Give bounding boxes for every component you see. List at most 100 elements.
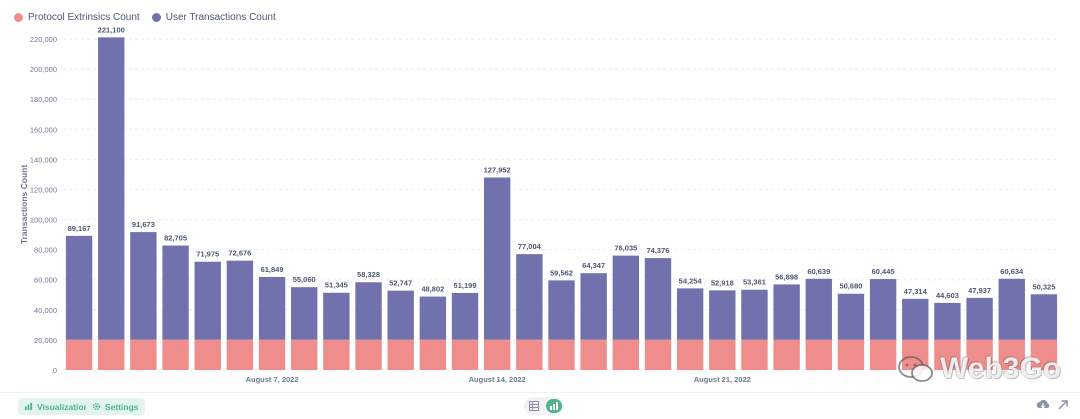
bar-protocol-extrinsics	[65, 339, 93, 370]
bar-total-label: 61,849	[261, 265, 284, 274]
chart-view-toggle[interactable]	[546, 399, 562, 413]
bar-user-transactions	[323, 292, 350, 340]
legend-swatch-user	[151, 13, 161, 22]
y-tick-label: 20,000	[34, 336, 57, 345]
bar-protocol-extrinsics	[966, 339, 993, 370]
bar-total-label: 82,705	[164, 234, 187, 243]
bar-total-label: 51,345	[325, 281, 348, 290]
x-tick-label: August 14, 2022	[469, 375, 526, 384]
stacked-bar-chart: 0 20,000 40,000 60,000 80,000 100,000 120,000 1…	[19, 25, 1060, 384]
bar-total-label: 127,952	[484, 165, 511, 174]
bar-protocol-extrinsics	[194, 339, 221, 370]
footer-toolbar: Visualization Settings	[0, 392, 1080, 419]
bar-protocol-extrinsics	[226, 339, 254, 370]
bar-user-transactions	[1030, 294, 1058, 340]
bar-total-label: 74,376	[647, 246, 670, 255]
bar-user-transactions	[998, 278, 1025, 340]
visualization-label: Visualization	[37, 401, 89, 412]
bar-protocol-extrinsics	[934, 339, 961, 370]
bar-protocol-extrinsics	[258, 339, 286, 370]
bar-total-label: 60,639	[807, 267, 830, 276]
bar-total-label: 91,673	[132, 220, 155, 229]
y-tick-label: 80,000	[34, 246, 57, 255]
y-tick-label: 160,000	[30, 125, 57, 134]
bar-user-transactions	[869, 279, 897, 340]
bar-total-label: 55,060	[293, 275, 316, 284]
bar-total-label: 60,634	[1000, 267, 1024, 276]
y-tick-label: 220,000	[30, 35, 57, 44]
legend-label-protocol: Protocol Extrinsics Count	[28, 12, 140, 23]
legend-label-user: User Transactions Count	[165, 12, 276, 23]
bar-protocol-extrinsics	[387, 339, 414, 370]
bar-protocol-extrinsics	[516, 339, 543, 370]
bar-total-label: 47,937	[968, 286, 991, 295]
bar-total-label: 52,747	[389, 279, 412, 288]
y-axis-label: Transactions Count	[19, 165, 29, 245]
bar-user-transactions	[194, 261, 221, 340]
settings-label: Settings	[105, 401, 139, 412]
bar-user-transactions	[162, 245, 189, 340]
x-tick-label: August 7, 2022	[246, 375, 299, 384]
bar-protocol-extrinsics	[709, 339, 736, 370]
y-tick-label: 60,000	[34, 276, 57, 285]
bar-protocol-extrinsics	[998, 339, 1025, 370]
legend-item-user[interactable]: User Transactions Count	[151, 12, 276, 23]
bar-protocol-extrinsics	[451, 339, 479, 370]
table-view-toggle[interactable]	[526, 399, 542, 413]
bar-total-label: 51,199	[454, 281, 477, 290]
legend-swatch-protocol	[14, 13, 23, 22]
bar-total-label: 221,100	[98, 25, 125, 34]
bar-protocol-extrinsics	[483, 339, 511, 370]
bar-user-transactions	[837, 293, 865, 340]
legend-item-protocol[interactable]: Protocol Extrinsics Count	[14, 12, 140, 23]
bar-total-label: 50,325	[1032, 282, 1055, 291]
bar-user-transactions	[226, 260, 254, 340]
bar-protocol-extrinsics	[869, 339, 897, 370]
bar-protocol-extrinsics	[741, 339, 768, 370]
bar-total-label: 44,603	[936, 291, 959, 300]
bar-total-label: 64,347	[582, 261, 605, 270]
y-tick-label: 40,000	[34, 306, 57, 315]
bar-total-label: 53,361	[743, 278, 766, 287]
bar-protocol-extrinsics	[676, 339, 704, 370]
bar-protocol-extrinsics	[612, 339, 640, 370]
y-tick-label: 120,000	[30, 185, 57, 194]
download-icon[interactable]	[1036, 398, 1050, 412]
settings-button[interactable]: Settings	[86, 398, 145, 415]
bar-user-transactions	[580, 273, 607, 340]
bar-user-transactions	[258, 276, 286, 340]
bar-user-transactions	[934, 302, 961, 340]
view-toggle	[524, 397, 564, 415]
bar-protocol-extrinsics	[162, 339, 189, 370]
bar-total-label: 60,445	[872, 267, 895, 276]
bar-user-transactions	[676, 288, 704, 340]
gear-icon	[92, 402, 101, 411]
chart-legend: Protocol Extrinsics Count User Transacti…	[14, 12, 276, 23]
bar-total-label: 58,328	[357, 270, 380, 279]
bar-total-label: 56,898	[775, 272, 798, 281]
bar-user-transactions	[773, 284, 800, 340]
y-tick-label: 180,000	[30, 95, 57, 104]
bar-total-label: 76,035	[614, 244, 637, 253]
bar-user-transactions	[644, 258, 672, 340]
bar-protocol-extrinsics	[323, 339, 350, 370]
y-tick-label: 100,000	[30, 216, 57, 225]
bar-protocol-extrinsics	[355, 339, 382, 370]
visualization-button[interactable]: Visualization	[18, 398, 95, 415]
bar-user-transactions	[966, 297, 993, 340]
bar-protocol-extrinsics	[291, 339, 318, 370]
bar-user-transactions	[902, 298, 929, 340]
bar-total-label: 47,314	[904, 287, 928, 296]
bar-user-transactions	[483, 177, 511, 340]
bar-user-transactions	[709, 290, 736, 340]
bar-protocol-extrinsics	[580, 339, 607, 370]
expand-icon[interactable]	[1056, 398, 1070, 412]
bar-user-transactions	[387, 290, 414, 340]
bar-user-transactions	[741, 289, 768, 340]
bar-total-label: 50,680	[839, 282, 862, 291]
bar-total-label: 71,975	[196, 250, 219, 259]
bar-protocol-extrinsics	[1030, 339, 1058, 370]
bar-protocol-extrinsics	[837, 339, 865, 370]
bar-total-label: 89,167	[68, 224, 91, 233]
bar-protocol-extrinsics	[805, 339, 832, 370]
